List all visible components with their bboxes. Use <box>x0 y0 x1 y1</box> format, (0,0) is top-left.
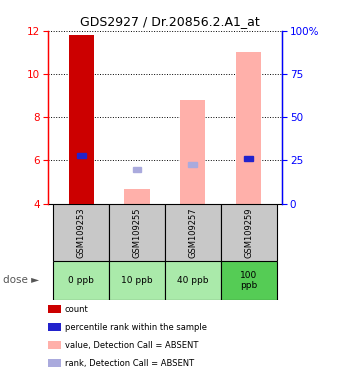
Bar <box>124 189 150 204</box>
Text: GSM109259: GSM109259 <box>244 207 253 258</box>
FancyBboxPatch shape <box>221 204 277 261</box>
Text: GSM109255: GSM109255 <box>133 207 141 258</box>
FancyBboxPatch shape <box>221 261 277 300</box>
Text: 100
ppb: 100 ppb <box>240 271 257 290</box>
FancyBboxPatch shape <box>53 204 109 261</box>
FancyBboxPatch shape <box>165 204 221 261</box>
Text: GDS2927 / Dr.20856.2.A1_at: GDS2927 / Dr.20856.2.A1_at <box>80 15 260 28</box>
FancyBboxPatch shape <box>109 261 165 300</box>
Text: 40 ppb: 40 ppb <box>177 276 208 285</box>
FancyBboxPatch shape <box>53 261 109 300</box>
Bar <box>76 153 86 158</box>
Text: 0 ppb: 0 ppb <box>68 276 94 285</box>
Text: count: count <box>65 305 88 314</box>
FancyBboxPatch shape <box>165 261 221 300</box>
Text: dose ►: dose ► <box>3 275 39 285</box>
Text: GSM109253: GSM109253 <box>76 207 86 258</box>
Bar <box>188 162 197 167</box>
Bar <box>180 100 205 204</box>
Text: value, Detection Call = ABSENT: value, Detection Call = ABSENT <box>65 341 198 350</box>
Text: rank, Detection Call = ABSENT: rank, Detection Call = ABSENT <box>65 359 194 368</box>
Bar <box>236 52 261 204</box>
Text: 10 ppb: 10 ppb <box>121 276 153 285</box>
Text: GSM109257: GSM109257 <box>188 207 197 258</box>
Bar <box>244 156 253 161</box>
Bar <box>133 167 141 172</box>
FancyBboxPatch shape <box>109 204 165 261</box>
Text: percentile rank within the sample: percentile rank within the sample <box>65 323 207 332</box>
Bar <box>69 35 94 204</box>
